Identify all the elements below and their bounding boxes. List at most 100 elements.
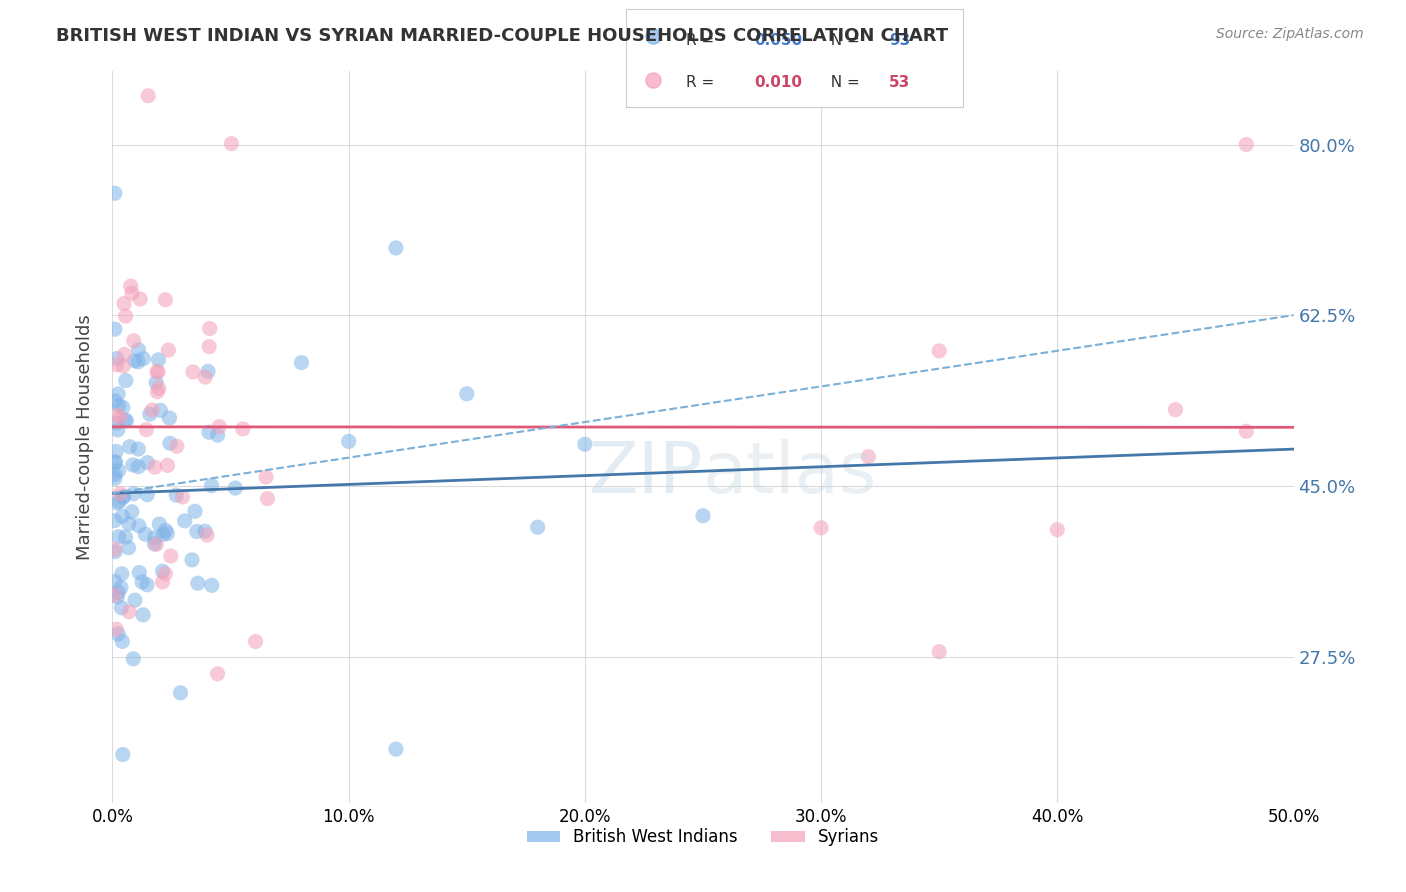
Syrians [104, 588, 127, 602]
Point [641, 72, 664, 87]
British West Indians [456, 386, 478, 401]
British West Indians [114, 530, 136, 544]
Syrians [108, 410, 131, 425]
British West Indians [139, 407, 162, 421]
British West Indians [111, 566, 134, 581]
Syrians [198, 340, 221, 354]
British West Indians [122, 458, 145, 472]
Syrians [232, 422, 254, 436]
Syrians [195, 528, 218, 542]
Syrians [112, 347, 135, 361]
British West Indians [105, 590, 128, 604]
British West Indians [111, 509, 134, 524]
British West Indians [194, 524, 217, 539]
British West Indians [692, 508, 714, 523]
Syrians [157, 343, 180, 357]
British West Indians [290, 355, 312, 369]
British West Indians [337, 434, 360, 449]
British West Indians [197, 364, 219, 378]
Syrians [146, 365, 169, 379]
Syrians [135, 423, 157, 437]
Syrians [1164, 402, 1187, 417]
British West Indians [184, 504, 207, 518]
British West Indians [159, 411, 181, 425]
Syrians [104, 542, 127, 557]
British West Indians [385, 241, 408, 255]
British West Indians [131, 574, 153, 589]
Syrians [155, 566, 177, 581]
British West Indians [128, 343, 150, 357]
British West Indians [107, 423, 129, 437]
Syrians [1234, 425, 1257, 439]
British West Indians [107, 585, 129, 599]
British West Indians [112, 491, 135, 505]
British West Indians [118, 440, 141, 454]
British West Indians [200, 478, 222, 492]
Syrians [156, 458, 179, 473]
Syrians [928, 645, 950, 659]
British West Indians [201, 578, 224, 592]
British West Indians [107, 387, 129, 401]
Text: N =: N = [821, 33, 865, 48]
British West Indians [105, 351, 128, 366]
Syrians [105, 622, 128, 636]
British West Indians [143, 531, 166, 545]
Syrians [121, 286, 143, 301]
British West Indians [136, 578, 159, 592]
British West Indians [105, 496, 128, 510]
British West Indians [165, 488, 187, 502]
Syrians [207, 666, 229, 681]
British West Indians [104, 544, 127, 558]
British West Indians [187, 576, 209, 591]
British West Indians [115, 414, 138, 428]
British West Indians [526, 520, 548, 534]
Syrians [810, 521, 832, 535]
Syrians [146, 365, 169, 379]
Point [641, 29, 664, 44]
British West Indians [111, 747, 134, 762]
British West Indians [155, 524, 177, 538]
Syrians [1234, 137, 1257, 152]
British West Indians [122, 652, 145, 666]
British West Indians [385, 742, 408, 756]
British West Indians [574, 437, 596, 451]
British West Indians [134, 527, 156, 541]
British West Indians [132, 351, 155, 366]
Legend: British West Indians, Syrians: British West Indians, Syrians [520, 822, 886, 853]
British West Indians [124, 593, 146, 607]
Text: 53: 53 [889, 75, 910, 90]
Text: R =: R = [686, 75, 720, 90]
British West Indians [136, 488, 159, 502]
Syrians [129, 292, 152, 306]
Syrians [120, 279, 142, 293]
British West Indians [128, 566, 150, 580]
Syrians [155, 293, 177, 307]
British West Indians [104, 186, 127, 201]
Syrians [160, 549, 183, 563]
British West Indians [104, 514, 127, 528]
Syrians [208, 419, 231, 434]
British West Indians [114, 413, 136, 427]
British West Indians [169, 686, 191, 700]
Syrians [928, 343, 950, 358]
Syrians [105, 408, 128, 422]
British West Indians [110, 581, 132, 595]
Syrians [105, 358, 128, 372]
Syrians [166, 439, 188, 453]
British West Indians [107, 627, 129, 641]
British West Indians [118, 516, 141, 531]
Text: 0.050: 0.050 [754, 33, 801, 48]
Syrians [122, 334, 145, 348]
Text: 93: 93 [889, 33, 910, 48]
Syrians [136, 88, 159, 103]
Syrians [172, 490, 194, 504]
Syrians [108, 486, 131, 500]
British West Indians [145, 376, 167, 390]
British West Indians [105, 444, 128, 458]
British West Indians [107, 530, 129, 544]
Syrians [143, 460, 166, 475]
Syrians [148, 381, 170, 395]
British West Indians [152, 527, 174, 541]
Syrians [145, 537, 167, 551]
Text: atlas: atlas [703, 439, 877, 508]
